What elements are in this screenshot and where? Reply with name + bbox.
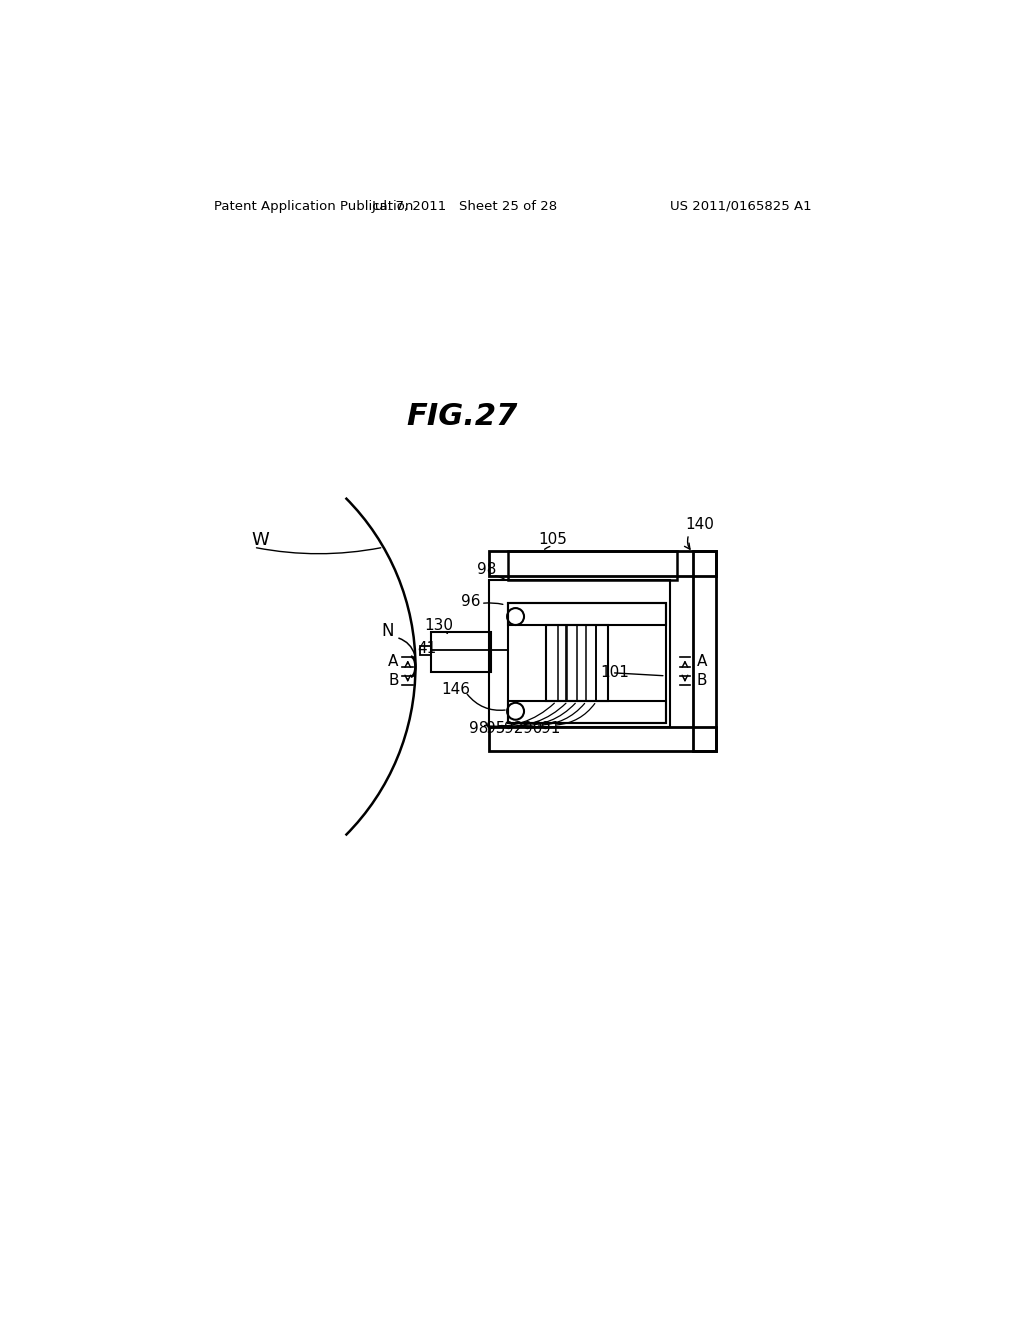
- Text: 91: 91: [542, 721, 561, 735]
- Text: 98: 98: [476, 562, 496, 577]
- Text: US 2011/0165825 A1: US 2011/0165825 A1: [670, 199, 811, 213]
- Bar: [508, 701, 666, 723]
- Text: 41: 41: [418, 640, 436, 656]
- Text: 140: 140: [685, 517, 714, 532]
- Text: FIG.27: FIG.27: [406, 401, 517, 430]
- Bar: [431, 632, 490, 672]
- Bar: [488, 726, 716, 751]
- Bar: [547, 626, 608, 701]
- Text: B: B: [388, 673, 398, 688]
- Text: Jul. 7, 2011: Jul. 7, 2011: [372, 199, 446, 213]
- Bar: [508, 552, 677, 581]
- Text: W: W: [251, 531, 268, 549]
- Text: 146: 146: [441, 682, 470, 697]
- Bar: [488, 581, 670, 726]
- Text: 130: 130: [424, 618, 453, 632]
- Bar: [508, 603, 666, 626]
- Text: 90: 90: [523, 721, 542, 735]
- Bar: [488, 552, 716, 576]
- Text: 101: 101: [600, 665, 629, 680]
- Text: A: A: [388, 655, 398, 669]
- Text: 92: 92: [505, 721, 523, 735]
- Text: 95: 95: [485, 721, 505, 735]
- Text: B: B: [696, 673, 707, 688]
- Bar: [692, 552, 716, 751]
- Bar: [508, 603, 666, 723]
- Text: N: N: [382, 622, 394, 640]
- Text: 98: 98: [469, 721, 488, 735]
- Bar: [420, 645, 431, 655]
- Text: 105: 105: [538, 532, 567, 546]
- Text: Sheet 25 of 28: Sheet 25 of 28: [459, 199, 557, 213]
- Text: A: A: [696, 655, 707, 669]
- Text: Patent Application Publication: Patent Application Publication: [214, 199, 413, 213]
- Text: 96: 96: [461, 594, 480, 609]
- Bar: [565, 626, 596, 701]
